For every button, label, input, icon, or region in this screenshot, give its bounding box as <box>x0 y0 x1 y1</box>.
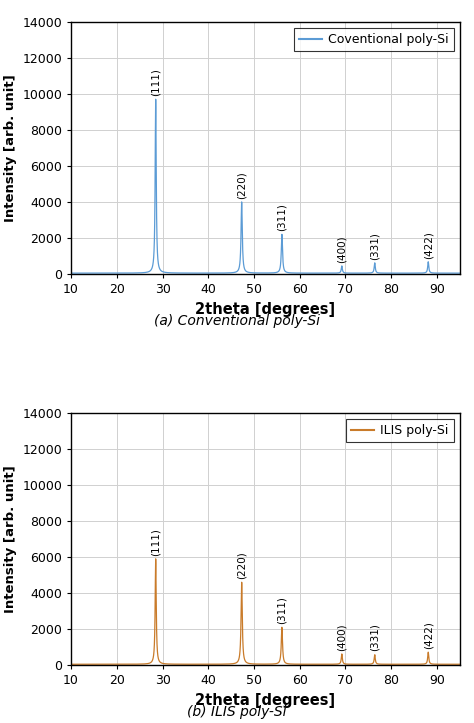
Text: (422): (422) <box>423 621 433 649</box>
Legend: Coventional poly-Si: Coventional poly-Si <box>294 28 454 51</box>
Y-axis label: Intensity [arb. unit]: Intensity [arb. unit] <box>4 74 17 222</box>
Text: (331): (331) <box>370 232 380 260</box>
Text: (a) Conventional poly-Si: (a) Conventional poly-Si <box>154 314 320 328</box>
Text: (400): (400) <box>337 235 347 262</box>
Text: (b) ILIS poly-Si: (b) ILIS poly-Si <box>187 705 287 719</box>
Legend: ILIS poly-Si: ILIS poly-Si <box>346 419 454 442</box>
Text: (220): (220) <box>237 551 246 579</box>
Text: (111): (111) <box>151 68 161 96</box>
Text: (422): (422) <box>423 231 433 259</box>
Text: (331): (331) <box>370 623 380 651</box>
Text: (400): (400) <box>337 623 347 651</box>
Y-axis label: Intensity [arb. unit]: Intensity [arb. unit] <box>4 465 17 613</box>
Text: (311): (311) <box>277 203 287 231</box>
Text: (111): (111) <box>151 528 161 555</box>
Text: (311): (311) <box>277 596 287 624</box>
Text: (220): (220) <box>237 171 246 199</box>
X-axis label: 2theta [degrees]: 2theta [degrees] <box>195 693 336 708</box>
X-axis label: 2theta [degrees]: 2theta [degrees] <box>195 301 336 317</box>
